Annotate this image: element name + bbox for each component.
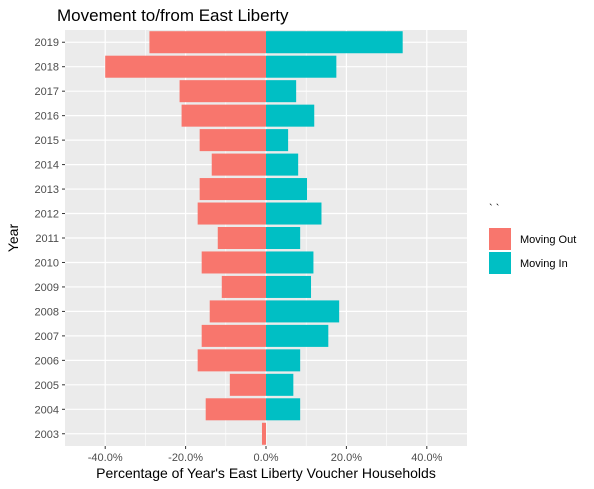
bar-moving-out-2018 (105, 55, 266, 78)
y-tick-label: 2007 (35, 331, 59, 343)
bar-moving-in-2013 (266, 178, 308, 201)
bar-moving-out-2014 (211, 153, 266, 176)
bars (105, 31, 403, 445)
y-tick-label: 2010 (35, 257, 59, 269)
bar-moving-out-2016 (181, 104, 266, 127)
legend-label: Moving Out (520, 234, 576, 246)
y-tick-label: 2012 (35, 209, 59, 221)
y-tick-label: 2016 (35, 111, 59, 123)
bar-moving-in-2012 (266, 202, 322, 225)
bar-moving-in-2016 (266, 104, 315, 127)
bar-moving-out-2006 (197, 349, 266, 372)
y-tick-label: 2015 (35, 135, 59, 147)
bar-moving-in-2010 (266, 251, 314, 274)
bar-moving-out-2008 (209, 300, 266, 323)
bar-moving-in-2006 (266, 349, 301, 372)
bar-moving-out-2004 (205, 398, 266, 421)
bar-moving-in-2015 (266, 129, 289, 152)
y-tick-label: 2011 (35, 233, 59, 245)
y-tick-label: 2008 (35, 306, 59, 318)
legend-key-moving-in (489, 252, 511, 274)
bar-moving-in-2007 (266, 324, 329, 347)
bar-moving-out-2015 (199, 129, 266, 152)
y-axis-ticks: 2003 2004 2005 2006 2007 2008 2009 2010 2011 2012… (35, 37, 65, 441)
bar-moving-out-2013 (199, 178, 266, 201)
y-axis-title: Year (5, 224, 21, 253)
bar-moving-out-2017 (179, 80, 266, 103)
x-tick-label: 0.0% (253, 452, 278, 464)
y-tick-label: 2009 (35, 282, 59, 294)
bar-moving-out-2003 (261, 422, 266, 445)
y-tick-label: 2005 (35, 380, 59, 392)
x-tick-label: 40.0% (411, 452, 442, 464)
legend-key-moving-out (489, 228, 511, 250)
x-axis-title: Percentage of Year's East Liberty Vouche… (96, 465, 436, 481)
bar-moving-out-2012 (197, 202, 266, 225)
chart-title: Movement to/from East Liberty (57, 6, 289, 25)
y-tick-label: 2019 (35, 37, 59, 49)
legend-title: ` ` (489, 203, 499, 215)
bar-moving-in-2019 (266, 31, 403, 54)
bar-moving-in-2017 (266, 80, 297, 103)
y-tick-label: 2004 (35, 404, 59, 416)
bar-moving-in-2008 (266, 300, 340, 323)
bar-moving-in-2018 (266, 55, 337, 78)
bar-moving-in-2004 (266, 398, 301, 421)
legend-label: Moving In (520, 258, 568, 270)
bar-moving-in-2009 (266, 275, 312, 298)
bar-moving-out-2007 (201, 324, 266, 347)
y-tick-label: 2017 (35, 86, 59, 98)
bar-moving-in-2011 (266, 226, 301, 250)
x-tick-label: 20.0% (331, 452, 362, 464)
y-tick-label: 2014 (35, 160, 59, 172)
bar-moving-out-2019 (149, 31, 266, 54)
bar-moving-in-2014 (266, 153, 299, 176)
x-axis-ticks: -40.0% -20.0% 0.0% 20.0% 40.0% (88, 446, 443, 464)
y-tick-label: 2018 (35, 62, 59, 74)
bar-moving-out-2011 (217, 226, 266, 250)
bar-moving-in-2005 (266, 373, 294, 396)
bar-moving-out-2005 (229, 373, 266, 396)
bar-moving-out-2009 (221, 275, 266, 298)
y-tick-label: 2003 (35, 429, 59, 441)
x-tick-label: -40.0% (88, 452, 123, 464)
legend: ` ` Moving Out Moving In (489, 203, 576, 274)
bar-moving-out-2010 (201, 251, 266, 274)
x-tick-label: -20.0% (168, 452, 203, 464)
y-tick-label: 2006 (35, 355, 59, 367)
y-tick-label: 2013 (35, 184, 59, 196)
